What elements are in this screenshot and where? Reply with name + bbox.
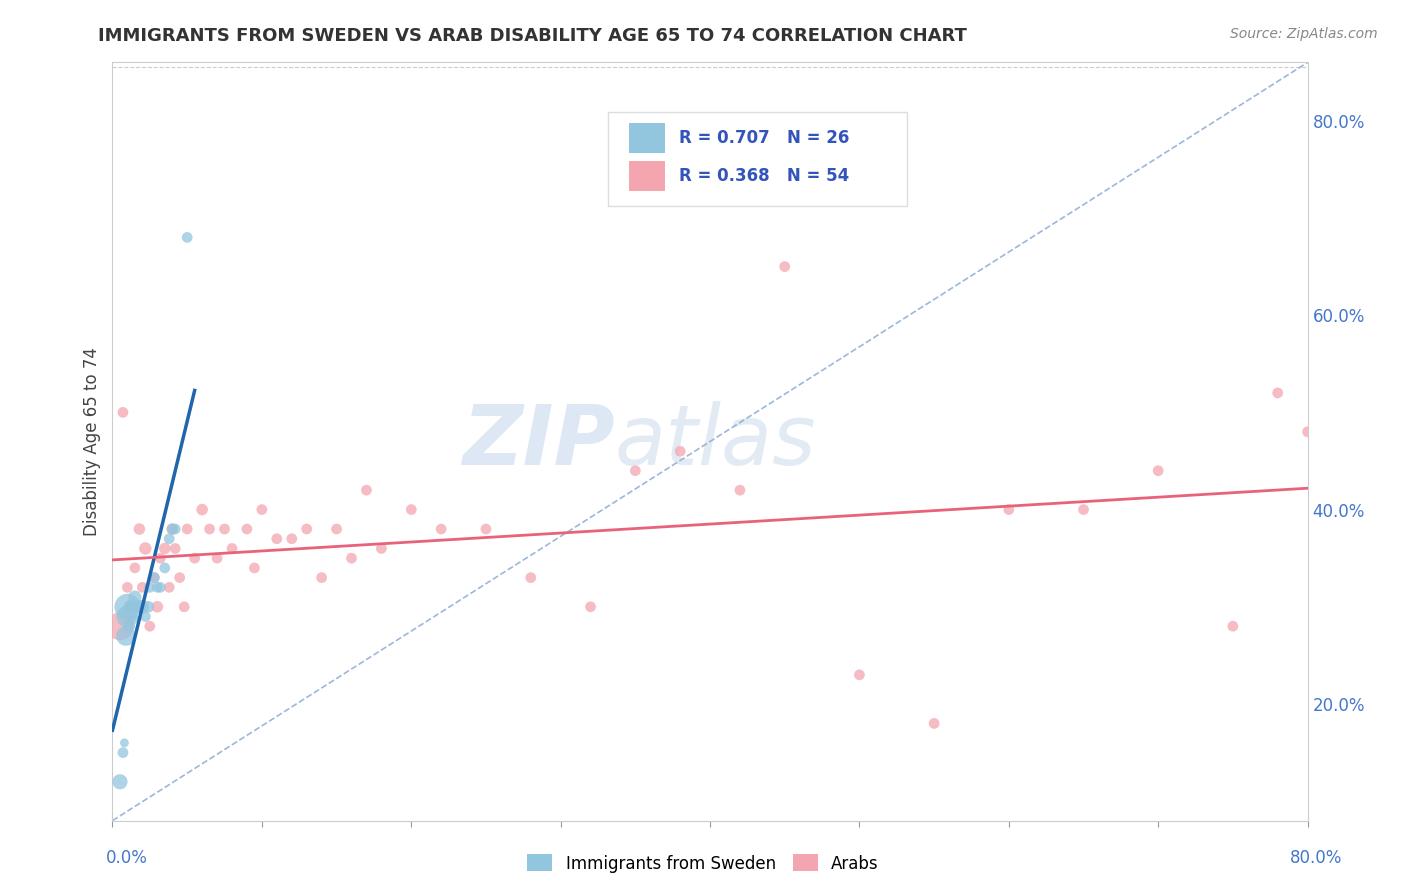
Text: IMMIGRANTS FROM SWEDEN VS ARAB DISABILITY AGE 65 TO 74 CORRELATION CHART: IMMIGRANTS FROM SWEDEN VS ARAB DISABILIT… [98, 27, 967, 45]
Point [143, 571, 166, 585]
Point [169, 571, 191, 585]
Point [125, 599, 148, 614]
Point [120, 599, 142, 614]
Text: atlas: atlas [614, 401, 815, 482]
Point [773, 260, 796, 274]
Point [122, 599, 145, 614]
Point [311, 571, 333, 585]
Point [1267, 386, 1289, 401]
Point [120, 599, 142, 614]
Point [1147, 464, 1170, 478]
Point [115, 629, 138, 643]
Point [205, 551, 228, 566]
Point [108, 774, 131, 789]
Point [128, 522, 150, 536]
Point [149, 580, 172, 594]
Point [1296, 425, 1319, 439]
FancyBboxPatch shape [628, 123, 665, 153]
Point [1222, 619, 1244, 633]
Point [134, 541, 156, 556]
Point [173, 599, 195, 614]
Point [153, 541, 176, 556]
Point [162, 522, 183, 536]
Point [998, 502, 1021, 516]
Legend: Immigrants from Sweden, Arabs: Immigrants from Sweden, Arabs [520, 847, 886, 880]
Point [134, 609, 156, 624]
Point [221, 541, 243, 556]
Point [848, 668, 870, 682]
Point [157, 532, 180, 546]
Point [624, 464, 647, 478]
Point [139, 580, 162, 594]
Point [111, 405, 134, 419]
Point [121, 609, 143, 624]
Point [146, 580, 169, 594]
Point [475, 522, 498, 536]
Point [149, 551, 172, 566]
Point [143, 571, 166, 585]
Text: 0.0%: 0.0% [105, 849, 148, 867]
Point [118, 619, 141, 633]
Text: Source: ZipAtlas.com: Source: ZipAtlas.com [1230, 27, 1378, 41]
Point [669, 444, 692, 458]
Point [165, 541, 187, 556]
Point [117, 580, 139, 594]
Text: R = 0.707   N = 26: R = 0.707 N = 26 [679, 129, 849, 147]
Point [243, 561, 266, 575]
Point [401, 502, 423, 516]
Point [128, 599, 150, 614]
Point [146, 599, 169, 614]
Point [176, 522, 198, 536]
Point [340, 551, 363, 566]
Point [108, 619, 131, 633]
Point [370, 541, 392, 556]
Point [124, 590, 146, 604]
Point [138, 599, 160, 614]
Point [325, 522, 347, 536]
Point [295, 522, 318, 536]
Point [153, 561, 176, 575]
FancyBboxPatch shape [628, 161, 665, 191]
Point [127, 599, 149, 614]
Text: R = 0.368   N = 54: R = 0.368 N = 54 [679, 167, 849, 186]
Y-axis label: Disability Age 65 to 74: Disability Age 65 to 74 [83, 347, 101, 536]
Point [162, 522, 183, 536]
Point [124, 561, 146, 575]
Point [131, 599, 153, 614]
Point [266, 532, 288, 546]
Point [114, 736, 135, 750]
Point [1073, 502, 1095, 516]
Point [111, 746, 134, 760]
Point [579, 599, 602, 614]
Point [131, 580, 153, 594]
Point [139, 619, 162, 633]
Point [127, 599, 149, 614]
Point [214, 522, 236, 536]
Point [520, 571, 543, 585]
Point [198, 522, 221, 536]
Point [176, 230, 198, 244]
Point [117, 609, 139, 624]
Text: ZIP: ZIP [461, 401, 614, 482]
Point [165, 522, 187, 536]
Point [236, 522, 259, 536]
Point [250, 502, 273, 516]
FancyBboxPatch shape [609, 112, 907, 206]
Text: 80.0%: 80.0% [1291, 849, 1343, 867]
Point [117, 599, 139, 614]
Point [922, 716, 945, 731]
Point [728, 483, 751, 497]
Point [191, 502, 214, 516]
Point [183, 551, 205, 566]
Point [157, 580, 180, 594]
Point [430, 522, 453, 536]
Point [356, 483, 378, 497]
Point [281, 532, 304, 546]
